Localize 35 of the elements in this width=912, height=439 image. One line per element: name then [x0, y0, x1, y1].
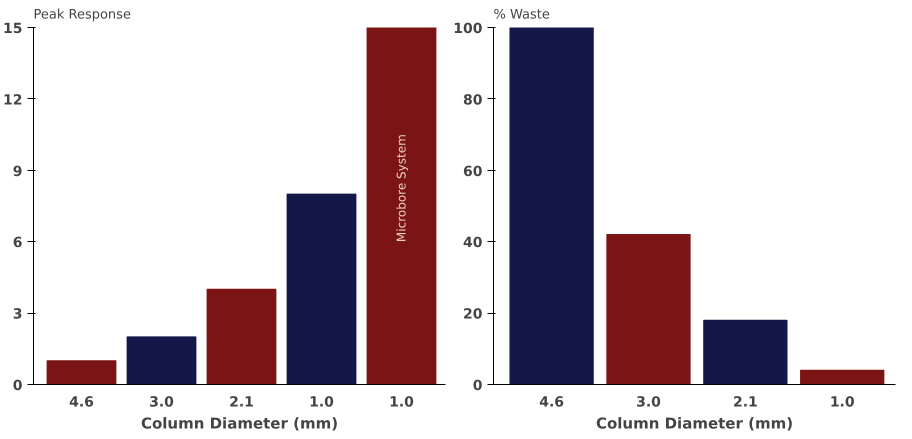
x-tick-label: 1.0	[389, 394, 414, 410]
bar	[206, 288, 276, 384]
y-tick-label: 20	[463, 306, 483, 323]
y-tick-label: 80	[463, 92, 483, 108]
x-tick-label: 4.6	[69, 394, 94, 410]
x-axis-title: Column Diameter (mm)	[596, 414, 794, 432]
bar	[126, 336, 196, 384]
chart-title: Peak Response	[34, 8, 131, 22]
y-tick-label: 60	[463, 164, 483, 180]
y-tick-label: 0	[12, 378, 23, 394]
x-tick-label: 3.0	[636, 394, 662, 410]
y-tick-label: 15	[3, 21, 22, 37]
y-tick-label: 3	[12, 306, 23, 323]
x-tick-label: 4.6	[539, 394, 564, 410]
x-tick-label: 2.1	[229, 394, 254, 410]
y-tick-label: 40	[463, 235, 483, 252]
bar	[366, 28, 436, 384]
x-tick-label: 1.0	[309, 394, 334, 410]
y-tick-label: 9	[12, 164, 23, 180]
bar	[703, 320, 788, 384]
y-tick-label: 100	[453, 21, 483, 37]
x-tick-label: 3.0	[149, 394, 174, 410]
bar	[286, 194, 356, 384]
bar	[606, 234, 691, 384]
y-tick-label: 12	[3, 92, 22, 108]
annotation: Microbore System	[394, 134, 408, 242]
bar	[800, 370, 884, 384]
y-tick-label: 0	[472, 378, 483, 394]
x-tick-label: 2.1	[732, 394, 758, 410]
x-axis-title: Column Diameter (mm)	[140, 414, 338, 432]
bar	[509, 28, 594, 384]
x-tick-label: 1.0	[830, 394, 855, 410]
bar	[46, 360, 116, 384]
y-tick-label: 6	[12, 235, 23, 252]
chart-title: % Waste	[494, 8, 550, 22]
